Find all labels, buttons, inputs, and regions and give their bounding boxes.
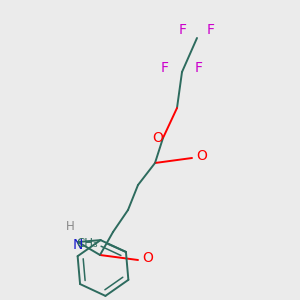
Text: H: H: [66, 220, 74, 232]
Text: O: O: [153, 131, 164, 145]
Text: F: F: [195, 61, 203, 75]
Text: O: O: [142, 251, 153, 265]
Text: O: O: [196, 149, 207, 163]
Text: F: F: [179, 23, 187, 37]
Text: CH₃: CH₃: [76, 237, 98, 250]
Text: F: F: [207, 23, 215, 37]
Text: N: N: [73, 238, 83, 252]
Text: F: F: [161, 61, 169, 75]
